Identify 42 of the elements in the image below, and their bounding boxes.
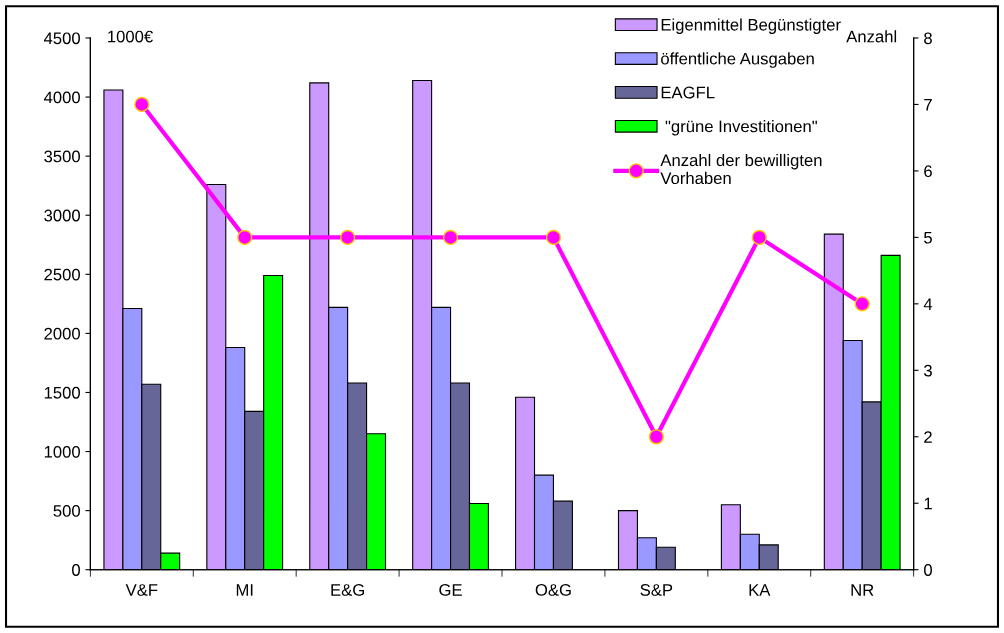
x-tick-label: MI	[236, 584, 253, 596]
x-tick-label: E&G	[331, 584, 364, 596]
y-tick-label: 500	[53, 505, 80, 517]
x-tick-label: O&G	[535, 584, 571, 596]
y-tick-label: 1500	[44, 386, 80, 399]
point	[854, 296, 870, 312]
legend-label: EAGFL	[661, 86, 715, 99]
y2-tick-label: 8	[924, 32, 932, 45]
y2-tick-label: 4	[923, 298, 933, 310]
point	[442, 229, 459, 246]
x-tick-label: KA	[749, 584, 771, 596]
y-tick-label: 2500	[44, 268, 80, 281]
y2-tick-label: 3	[924, 364, 932, 377]
legend-label: "grüne Investitionen"	[665, 120, 817, 136]
legend-label: Eigenmittel Begünstigter	[661, 18, 841, 34]
point	[237, 229, 253, 246]
point	[339, 229, 356, 246]
y-tick-label: 3000	[44, 209, 80, 222]
y-tick-label: 4000	[43, 91, 80, 104]
y-tick-label: 2000	[44, 327, 80, 340]
x-tick-label: V&F	[125, 584, 158, 596]
x-tick-label: S&P	[640, 584, 673, 596]
point	[648, 429, 665, 445]
y-tick-label: 4500	[43, 32, 80, 45]
y2-tick-label: 0	[924, 564, 932, 576]
y-tick-label: 0	[72, 564, 80, 576]
x-tick-label: NR	[851, 584, 874, 596]
y2-tick-label: 6	[924, 165, 932, 178]
point	[134, 96, 150, 113]
x-tick-label: GE	[439, 584, 462, 596]
y2-tick-label: 2	[924, 431, 932, 443]
y-tick-label: 3500	[44, 150, 80, 163]
point	[751, 229, 767, 246]
legend-label: öffentliche Ausgaben	[661, 52, 814, 68]
point	[545, 229, 562, 246]
y2-tick-label: 1	[924, 497, 932, 510]
y2-tick-label: 7	[924, 99, 932, 111]
y-tick-label: 1000	[44, 445, 80, 458]
y-axis-title: 1000€	[108, 30, 153, 43]
legend-label: Anzahl der bewilligten Vorhaben	[660, 153, 822, 185]
y2-axis-title: Anzahl	[846, 30, 897, 43]
y2-tick-label: 5	[924, 231, 932, 244]
